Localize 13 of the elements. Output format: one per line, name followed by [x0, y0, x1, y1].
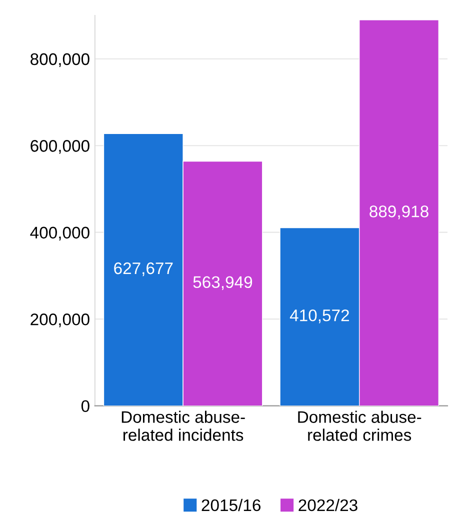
y-tick-label: 0	[81, 400, 90, 412]
data-label: 563,949	[193, 276, 252, 290]
y-tick-label: 800,000	[30, 53, 90, 68]
x-tick-label: Domestic abuse- related crimes	[298, 410, 422, 441]
y-tick-label: 600,000	[30, 140, 90, 154]
legend-label: 2015/16	[202, 498, 260, 512]
data-label: 889,918	[370, 206, 428, 220]
x-tick-label: Domestic abuse- related incidents	[122, 410, 245, 441]
legend-label: 2022/23	[298, 498, 358, 512]
data-label: 410,572	[290, 309, 349, 324]
y-tick-label: 200,000	[30, 314, 90, 328]
data-label: 627,677	[114, 262, 173, 276]
y-tick-label: 400,000	[30, 226, 90, 241]
